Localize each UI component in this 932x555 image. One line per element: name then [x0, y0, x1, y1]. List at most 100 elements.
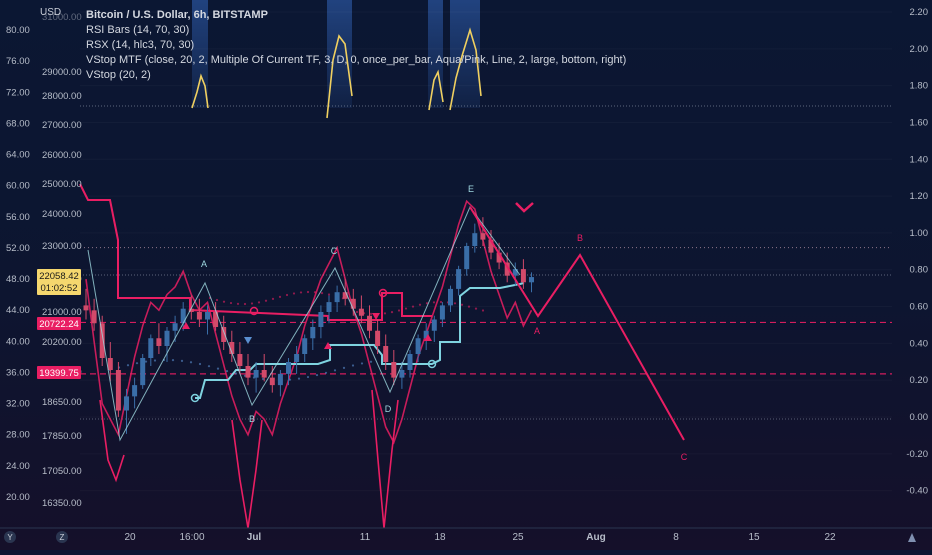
candle-body: [148, 338, 154, 358]
candle-body: [350, 298, 356, 309]
rsi-axis-label-14: 76.00: [6, 56, 30, 67]
legend[interactable]: Bitcoin / U.S. Dollar, 6h, BITSTAMP RSI …: [86, 8, 626, 83]
vstop-dot-blue: [153, 359, 157, 362]
vstop-dot-blue: [207, 365, 211, 368]
time-axis-label-3: 11: [360, 532, 371, 543]
candle-body: [480, 233, 486, 240]
right-axis-label-1: -0.20: [906, 449, 928, 460]
candle-body: [237, 354, 243, 366]
candle-body: [277, 373, 283, 386]
vstop-dot: [243, 302, 247, 306]
signal-triangle-1: [244, 337, 252, 344]
vstop-dot: [271, 297, 275, 300]
candle-body: [423, 330, 429, 339]
candle-body: [529, 277, 534, 283]
vstop-dot-blue: [360, 362, 364, 365]
candle-body: [286, 362, 291, 374]
price-axis-label-12: 27000.00: [42, 120, 82, 131]
vstop-dot: [383, 312, 387, 315]
price-tag-level-1-value: 20722.24: [39, 319, 79, 330]
corner-icon-Y-label: Y: [7, 533, 13, 542]
candle-body: [472, 233, 478, 246]
vstop-dot: [439, 300, 443, 304]
right-axis-label-12: 2.00: [910, 44, 929, 55]
vstop-dot-blue: [369, 360, 373, 363]
vstop-dot-blue: [324, 371, 328, 374]
right-axis-label-11: 1.80: [910, 81, 929, 92]
candle-body: [164, 330, 170, 346]
candle-body: [132, 385, 138, 397]
wave-label-A: A: [201, 259, 207, 269]
legend-line-rsx[interactable]: RSX (14, hlc3, 70, 30): [86, 39, 195, 51]
vstop-dot: [425, 302, 429, 305]
price-axis-label-6: 21000.00: [42, 307, 82, 318]
vstop-dot: [432, 301, 436, 304]
vstop-dot: [390, 311, 394, 314]
price-axis-label-8: 23000.00: [42, 241, 82, 252]
waves-layer: A B C D E: [87, 184, 521, 442]
vstop-dot-blue: [288, 378, 292, 381]
vstop-pink-flip-marker-2: [378, 288, 388, 298]
rsi-axis-label-11: 64.00: [6, 150, 30, 161]
vstop-dot: [299, 291, 303, 294]
vstop-dot: [250, 302, 254, 305]
vstop-layer: [79, 183, 525, 403]
projection-label-A-1: A: [534, 326, 540, 336]
candle-body: [302, 338, 308, 354]
vstop-dot-blue: [216, 367, 220, 370]
candle-body: [375, 330, 381, 346]
overbought-band-3: [450, 0, 480, 108]
candle-body: [318, 312, 324, 327]
price-tag-level-2-value: 19399.75: [39, 368, 79, 379]
vstop-dot: [453, 302, 457, 305]
rsi-axis-label-12: 68.00: [6, 118, 30, 129]
wave-label-C: C: [331, 246, 338, 256]
price-tag-level-2-bg: [37, 366, 81, 379]
candle-body: [188, 308, 194, 312]
time-axis-label-2: Jul: [247, 532, 262, 543]
candle-body: [383, 346, 389, 362]
right-axis-label-0: -0.40: [906, 486, 928, 497]
signal-triangle-0: [182, 322, 190, 329]
candle-body: [140, 358, 146, 386]
vstop-dot: [222, 300, 226, 303]
candle-body: [488, 239, 494, 253]
projection-label-C-2: C: [681, 452, 688, 462]
vstop-dot: [257, 301, 261, 304]
vstop-dot: [278, 295, 282, 298]
legend-line-vstop[interactable]: VStop (20, 2): [86, 69, 151, 81]
wave-label-B: B: [249, 414, 255, 424]
vstop-dot: [411, 305, 415, 308]
vstop-dot-blue: [180, 359, 184, 363]
legend-line-vstop-mtf[interactable]: VStop MTF (close, 20, 2, Multiple Of Cur…: [86, 54, 627, 66]
time-axis-label-4: 18: [434, 532, 446, 543]
legend-line-rsi-bars[interactable]: RSI Bars (14, 70, 30): [86, 24, 190, 36]
right-axis-label-9: 1.40: [910, 154, 929, 165]
candles-layer[interactable]: [83, 217, 535, 434]
candle-body: [172, 323, 178, 331]
rsx-oversold-spike-1: [231, 419, 263, 529]
candle-body: [496, 252, 502, 263]
rsi-axis-label-9: 56.00: [6, 212, 30, 223]
vstop-dot-blue: [189, 361, 193, 364]
vstop-dot: [306, 290, 310, 294]
vstop-dot: [404, 307, 408, 310]
right-axis-label-7: 1.00: [910, 228, 929, 239]
wave-label-D: D: [385, 404, 392, 414]
rsi-axis-label-6: 44.00: [6, 305, 30, 316]
candle-body: [399, 370, 405, 378]
rsx-layer: [85, 27, 533, 529]
signal-triangle-3: [372, 313, 380, 320]
overbought-band-0: [192, 0, 208, 108]
candle-body: [342, 292, 348, 299]
candle-body: [439, 305, 445, 320]
candle-body: [269, 377, 275, 386]
vstop-dot-blue: [315, 373, 319, 377]
candle-body: [520, 269, 526, 283]
candle-body: [245, 366, 251, 378]
legend-title[interactable]: Bitcoin / U.S. Dollar, 6h, BITSTAMP: [86, 9, 268, 21]
candle-body: [99, 323, 105, 358]
candle-body: [83, 305, 89, 311]
